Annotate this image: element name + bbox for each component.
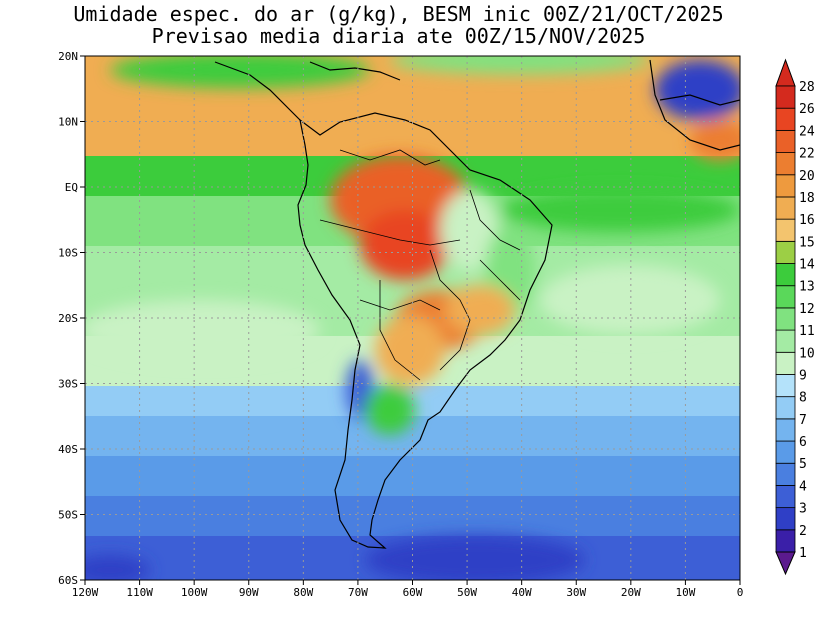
lat-tick-label: 10S [58, 247, 78, 260]
lon-tick-label: 30W [566, 586, 586, 599]
colorbar-swatch [775, 240, 796, 264]
colorbar-swatch [775, 263, 796, 287]
latitude-axis: 20N 10N EQ 10S 20S 30S 40S 50S 60S [58, 50, 85, 587]
colorbar-label: 7 [799, 413, 807, 428]
colorbar-swatch [775, 85, 796, 109]
humidity-field [85, 56, 740, 580]
colorbar-label: 26 [799, 102, 815, 117]
colorbar-label: 6 [799, 435, 807, 450]
lon-tick-label: 0 [737, 586, 744, 599]
colorbar-bottom-arrow [775, 551, 796, 576]
colorbar-swatch [775, 507, 796, 531]
colorbar-swatch [775, 152, 796, 176]
colorbar-swatch [775, 107, 796, 131]
colorbar-swatch [775, 196, 796, 220]
lon-tick-label: 100W [181, 586, 208, 599]
colorbar-swatch [775, 218, 796, 242]
colorbar-label: 12 [799, 302, 815, 317]
colorbar-label: 14 [799, 258, 815, 273]
colorbar-label: 10 [799, 346, 815, 361]
colorbar-label: 24 [799, 124, 815, 139]
colorbar-swatch [775, 329, 796, 353]
colorbar-swatch [775, 129, 796, 153]
colorbar-label: 16 [799, 213, 815, 228]
colorbar-label: 11 [799, 324, 815, 339]
lon-tick-label: 70W [348, 586, 368, 599]
colorbar-label: 28 [799, 80, 815, 95]
lat-tick-label: 20S [58, 312, 78, 325]
lat-tick-label: 20N [58, 50, 78, 63]
colorbar-label: 20 [799, 169, 815, 184]
country-borders [319, 149, 521, 381]
lon-tick-label: 110W [126, 586, 153, 599]
lon-tick-label: 80W [293, 586, 313, 599]
colorbar-label: 15 [799, 235, 815, 250]
colorbar-swatch [775, 307, 796, 331]
map-title: Umidade espec. do ar (g/kg), BESM inic 0… [73, 2, 724, 26]
lon-tick-label: 90W [239, 586, 259, 599]
lat-tick-label: EQ [65, 181, 78, 194]
colorbar-swatch [775, 462, 796, 486]
colorbar-label: 22 [799, 147, 815, 162]
lat-tick-label: 30S [58, 378, 78, 391]
lon-tick-label: 20W [621, 586, 641, 599]
colorbar-label: 5 [799, 457, 807, 472]
colorbar-label: 8 [799, 391, 807, 406]
colorbar-swatch [775, 374, 796, 398]
colorbar-swatch [775, 485, 796, 509]
lat-tick-label: 50S [58, 509, 78, 522]
colorbar-swatch [775, 529, 796, 553]
colorbar-swatch [775, 440, 796, 464]
colorbar-label: 1 [799, 546, 807, 561]
colorbar-label: 18 [799, 191, 815, 206]
map-subtitle: Previsao media diaria ate 00Z/15/NOV/202… [151, 24, 646, 48]
colorbar-swatch [775, 418, 796, 442]
lon-tick-label: 60W [403, 586, 423, 599]
colorbar-label: 2 [799, 524, 807, 539]
lon-tick-label: 120W [72, 586, 99, 599]
lat-tick-label: 40S [58, 443, 78, 456]
colorbar-label: 9 [799, 368, 807, 383]
lon-tick-label: 10W [675, 586, 695, 599]
lon-tick-label: 40W [512, 586, 532, 599]
colorbar-swatch [775, 351, 796, 375]
colorbar-label: 13 [799, 280, 815, 295]
colorbar-swatch [775, 396, 796, 420]
lat-tick-label: 60S [58, 574, 78, 587]
colorbar-swatch [775, 285, 796, 309]
longitude-axis: 120W 110W 100W 90W 80W 70W 60W 50W 40W 30W 20W 10W 0 [72, 580, 744, 599]
lat-tick-label: 10N [58, 116, 78, 129]
coastline [214, 59, 740, 549]
lon-tick-label: 50W [457, 586, 477, 599]
gridlines [85, 56, 740, 580]
colorbar-swatch [775, 174, 796, 198]
colorbar-label: 4 [799, 479, 807, 494]
colorbar-top-arrow [775, 58, 796, 87]
colorbar-label: 3 [799, 502, 807, 517]
